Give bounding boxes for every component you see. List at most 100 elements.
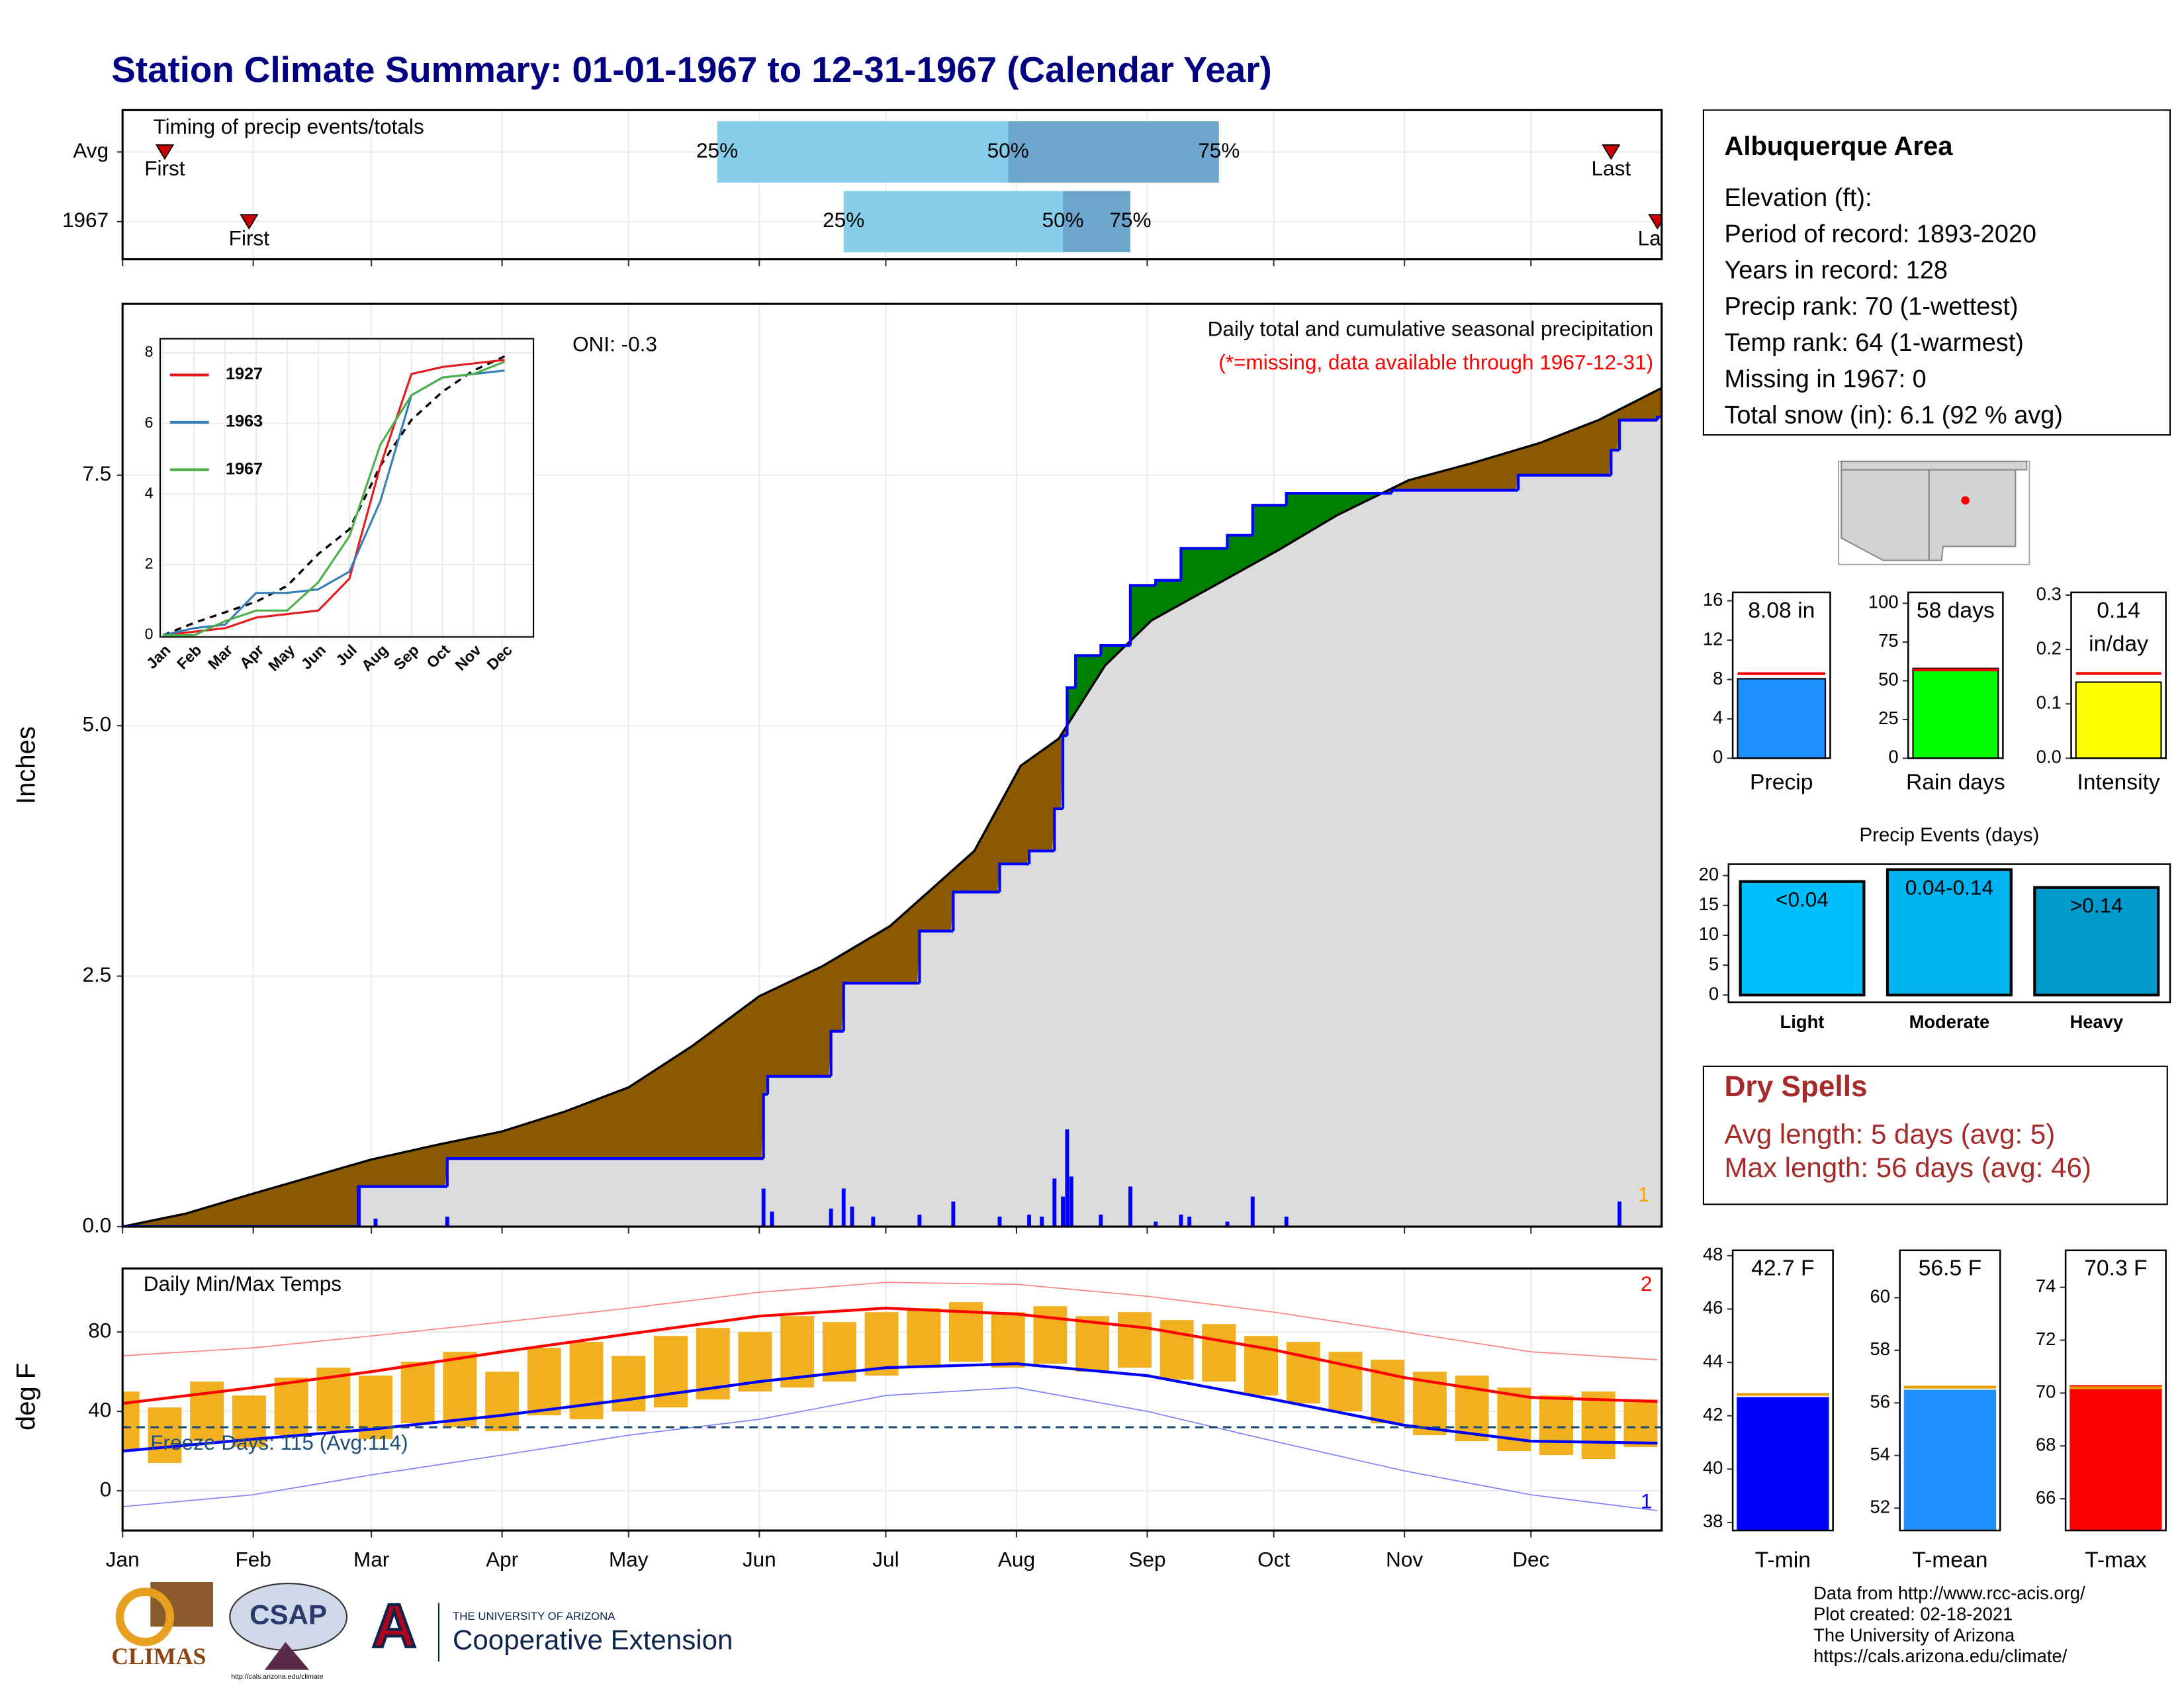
category-label: T-min bbox=[1755, 1548, 1811, 1572]
y-tick-label: 58 bbox=[1870, 1338, 1890, 1359]
x-tick-label: Apr bbox=[486, 1548, 518, 1571]
y-tick-label: 100 bbox=[1868, 592, 1899, 612]
value-label-box: 70.3 F bbox=[2084, 1257, 2147, 1281]
daily-precip-bar bbox=[373, 1218, 378, 1227]
climas-mark bbox=[150, 1581, 214, 1627]
daily-temp-bar bbox=[1202, 1324, 1236, 1382]
info-line: Temp rank: 64 (1-warmest) bbox=[1724, 329, 2023, 357]
temp-plot: Freeze Days: 115 (Avg:114) Daily Min/Max … bbox=[122, 1268, 1662, 1531]
info-line: Missing in 1967: 0 bbox=[1724, 365, 1926, 393]
quantile-label: 50% bbox=[987, 138, 1029, 162]
timing-marker bbox=[155, 144, 175, 160]
info-box bbox=[1702, 109, 2171, 436]
observed-step bbox=[1128, 584, 1156, 646]
observed-step bbox=[1617, 418, 1658, 451]
missing-count: 1 bbox=[1638, 1182, 1650, 1206]
value-label-box: 0.14 in/day bbox=[2089, 599, 2148, 656]
y-tick-label: 2 bbox=[145, 555, 154, 572]
category-label: Intensity bbox=[2077, 770, 2160, 794]
y-tick-label: 0 bbox=[145, 626, 154, 643]
y-tick-label: 75 bbox=[1878, 630, 1898, 651]
observed-step bbox=[1053, 807, 1064, 851]
x-tick-label: Oct bbox=[1257, 1548, 1290, 1571]
daily-precip-bar bbox=[1617, 1201, 1622, 1227]
inset-line bbox=[163, 359, 505, 637]
x-tick-label: Jun bbox=[743, 1548, 776, 1571]
daily-temp-bar bbox=[1623, 1399, 1658, 1448]
y-tick-label: 8 bbox=[145, 343, 154, 360]
y-tick-label: 70 bbox=[2036, 1382, 2056, 1402]
panel-border bbox=[2064, 1249, 2167, 1532]
ua-letter: A bbox=[372, 1591, 416, 1660]
observed-step bbox=[1517, 473, 1612, 491]
ua-block bbox=[359, 1597, 430, 1659]
daily-temp-bar bbox=[443, 1352, 477, 1428]
info-line: Total snow (in): 6.1 (92 % avg) bbox=[1724, 402, 2062, 430]
y-tick-label: 10 bbox=[1699, 923, 1719, 944]
daily-precip-bar bbox=[761, 1188, 766, 1227]
legend-label: 1963 bbox=[226, 412, 263, 431]
category-label: Heavy bbox=[2070, 1011, 2123, 1032]
daily-temp-bar bbox=[864, 1312, 899, 1376]
value-label-box: 8.08 in bbox=[1748, 599, 1815, 623]
timing-bar-upper bbox=[1063, 191, 1130, 253]
daily-precip-bar bbox=[997, 1216, 1002, 1227]
y-tick-label: 0 bbox=[1713, 747, 1723, 767]
observed-step bbox=[918, 929, 954, 984]
normal-min-line bbox=[122, 1362, 1658, 1453]
daily-temp-bar bbox=[274, 1378, 308, 1436]
observed-step bbox=[1099, 644, 1130, 656]
quantile-label: 25% bbox=[696, 138, 738, 162]
inset-line bbox=[163, 360, 506, 637]
daily-temp-bar bbox=[1117, 1312, 1152, 1368]
value-label: 42.7 F bbox=[1751, 1257, 1815, 1282]
observed-step bbox=[1074, 654, 1101, 688]
dry-spells-box bbox=[1702, 1065, 2168, 1205]
category-label: Light bbox=[1780, 1011, 1825, 1032]
footer-line: Data from http://www.rcc-acis.org/ bbox=[1813, 1583, 2085, 1603]
panel-border bbox=[1727, 863, 2171, 1004]
observed-step bbox=[762, 1093, 768, 1159]
station-name: Albuquerque Area bbox=[1724, 132, 1953, 161]
daily-temp-bar bbox=[148, 1407, 182, 1464]
bar bbox=[2070, 1385, 2162, 1531]
y-tick-label: 56 bbox=[1870, 1391, 1890, 1412]
y-tick-label: 0 bbox=[100, 1477, 112, 1501]
info-line: Elevation (ft): bbox=[1724, 184, 1872, 212]
y-tick-label: 42 bbox=[1703, 1404, 1723, 1425]
y-tick-label: 66 bbox=[2036, 1487, 2056, 1507]
daily-precip-bar bbox=[1128, 1186, 1132, 1227]
panel-title: Daily Min/Max Temps bbox=[144, 1272, 341, 1295]
daily-precip-bar bbox=[917, 1214, 922, 1227]
daily-precip-bar bbox=[841, 1188, 846, 1227]
y-tick-label: 44 bbox=[1703, 1350, 1723, 1371]
normal-max-line bbox=[122, 1307, 1658, 1405]
daily-temp-bar bbox=[1286, 1342, 1320, 1404]
x-tick-label: Mar bbox=[353, 1548, 389, 1571]
bar bbox=[1903, 1389, 1997, 1531]
inset-bg bbox=[160, 338, 534, 637]
state-north bbox=[1841, 460, 2028, 471]
y-tick-label: 46 bbox=[1703, 1297, 1723, 1318]
oni-label: ONI: -0.3 bbox=[572, 332, 657, 356]
panel-title: Daily total and cumulative seasonal prec… bbox=[1208, 316, 1654, 340]
value-label-box: 58 days bbox=[1917, 599, 1995, 623]
observed-step bbox=[445, 1156, 764, 1187]
timing-title: Timing of precip events/totals bbox=[154, 115, 424, 138]
quantile-label: 50% bbox=[1042, 208, 1083, 232]
daily-precip-bar bbox=[1065, 1129, 1069, 1227]
observed-step bbox=[952, 890, 1000, 931]
page-title: Station Climate Summary: 01-01-1967 to 1… bbox=[111, 49, 1271, 90]
y-tick-label: 80 bbox=[88, 1318, 111, 1342]
daily-precip-bar bbox=[1187, 1216, 1192, 1227]
plot-border bbox=[121, 109, 1663, 261]
x-tick-label: Sep bbox=[1128, 1548, 1165, 1571]
value-label: 56.5 F bbox=[1918, 1257, 1982, 1282]
observed-step bbox=[1027, 849, 1055, 865]
bar bbox=[1739, 880, 1866, 997]
daily-temp-bar bbox=[1371, 1360, 1405, 1424]
daily-precip-bar bbox=[871, 1216, 876, 1227]
y-tick-label: 52 bbox=[1870, 1497, 1890, 1517]
observed-step bbox=[1610, 448, 1620, 475]
category-label: T-mean bbox=[1912, 1548, 1987, 1572]
